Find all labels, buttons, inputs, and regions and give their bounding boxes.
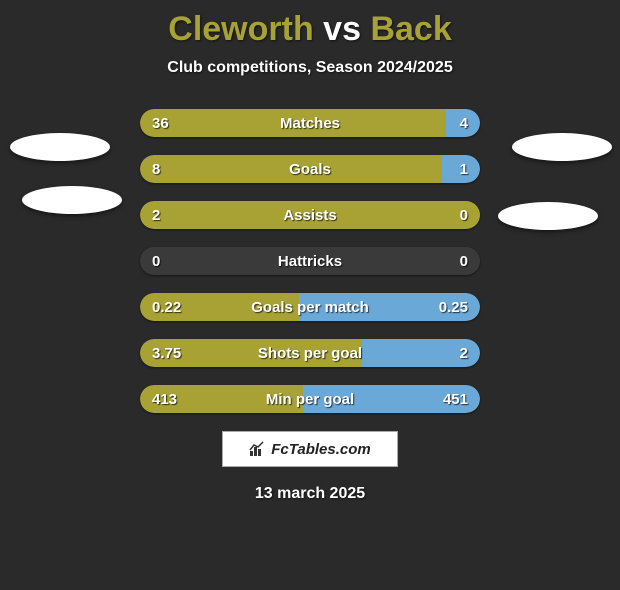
brand-badge: FcTables.com [222,431,398,467]
avatar-left-0 [10,133,110,161]
stat-label: Hattricks [140,247,480,275]
stat-row: 364Matches [140,109,480,137]
brand-text: FcTables.com [271,441,370,458]
stat-row: 81Goals [140,155,480,183]
stat-row: 413451Min per goal [140,385,480,413]
avatar-right-0 [512,133,612,161]
stat-label: Goals per match [140,293,480,321]
stat-label: Matches [140,109,480,137]
chart-icon [249,441,265,457]
stat-row: 3.752Shots per goal [140,339,480,367]
stat-label: Min per goal [140,385,480,413]
avatar-left-1 [22,186,122,214]
stat-label: Shots per goal [140,339,480,367]
subtitle: Club competitions, Season 2024/2025 [0,59,620,77]
page-title: Cleworth vs Back [0,10,620,49]
title-vs: vs [323,10,361,48]
footer-date: 13 march 2025 [0,485,620,503]
stat-row: 00Hattricks [140,247,480,275]
title-player2: Back [370,10,451,48]
stat-row: 20Assists [140,201,480,229]
title-player1: Cleworth [168,10,313,48]
stat-label: Assists [140,201,480,229]
stat-row: 0.220.25Goals per match [140,293,480,321]
avatar-right-1 [498,202,598,230]
stat-label: Goals [140,155,480,183]
